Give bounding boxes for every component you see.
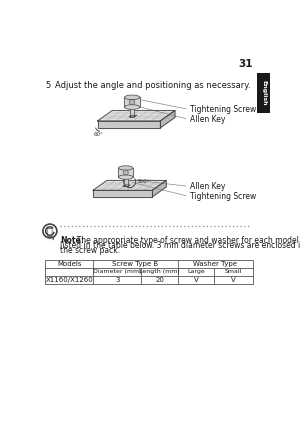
Circle shape	[123, 170, 128, 175]
Text: the screw pack.: the screw pack.	[60, 246, 120, 255]
Text: Allen Key: Allen Key	[190, 182, 226, 191]
Polygon shape	[152, 180, 166, 197]
Polygon shape	[123, 185, 130, 186]
Text: V: V	[231, 277, 236, 283]
Circle shape	[129, 99, 135, 105]
Ellipse shape	[118, 175, 133, 179]
Polygon shape	[160, 111, 175, 128]
Text: Large: Large	[187, 269, 205, 274]
Text: Length (mm): Length (mm)	[139, 269, 180, 274]
Text: Tightening Screw: Tightening Screw	[190, 105, 256, 114]
Text: ➿: ➿	[47, 226, 53, 236]
Text: Washer Type: Washer Type	[194, 261, 237, 267]
Text: Screw Type B: Screw Type B	[112, 261, 159, 267]
Text: Allen Key: Allen Key	[190, 115, 226, 124]
Text: Tightening Screw: Tightening Screw	[190, 192, 256, 201]
Ellipse shape	[124, 95, 140, 100]
Text: X1160/X1260: X1160/X1260	[45, 277, 93, 283]
Text: 360°: 360°	[136, 179, 149, 184]
Text: listed in the table below. 3 mm diameter screws are enclosed in: listed in the table below. 3 mm diameter…	[60, 241, 300, 250]
Polygon shape	[129, 115, 137, 117]
Polygon shape	[124, 97, 140, 107]
Ellipse shape	[118, 166, 133, 170]
Text: 20: 20	[155, 277, 164, 283]
Bar	[45, 259, 253, 284]
Polygon shape	[93, 180, 166, 190]
Text: English: English	[261, 80, 266, 106]
Text: 5: 5	[45, 81, 50, 90]
Text: 3: 3	[115, 277, 120, 283]
Text: 60°: 60°	[93, 132, 103, 137]
Text: 31: 31	[238, 59, 253, 69]
Polygon shape	[118, 168, 133, 177]
Ellipse shape	[124, 105, 140, 109]
Text: Adjust the angle and positioning as necessary.: Adjust the angle and positioning as nece…	[55, 81, 250, 90]
Polygon shape	[98, 111, 175, 121]
Polygon shape	[124, 177, 128, 186]
Text: V: V	[194, 277, 198, 283]
Text: Note:: Note:	[60, 236, 84, 245]
Polygon shape	[98, 121, 160, 128]
Circle shape	[43, 224, 57, 238]
Polygon shape	[93, 190, 152, 197]
Text: Small: Small	[225, 269, 242, 274]
Bar	[257, 73, 270, 113]
Text: Diameter (mm): Diameter (mm)	[93, 269, 142, 274]
Text: Models: Models	[57, 261, 82, 267]
Text: The appropriate type of screw and washer for each model is: The appropriate type of screw and washer…	[60, 236, 300, 245]
Polygon shape	[130, 107, 134, 117]
